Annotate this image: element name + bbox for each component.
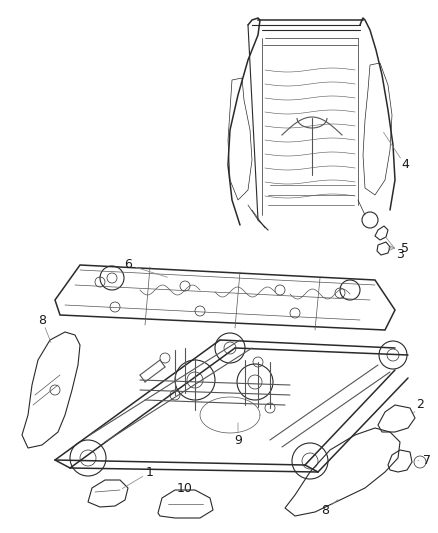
Text: 8: 8 [38, 313, 46, 327]
Text: 5: 5 [401, 241, 409, 254]
Text: 4: 4 [401, 158, 409, 172]
Text: 10: 10 [177, 481, 193, 495]
Text: 1: 1 [146, 465, 154, 479]
Text: 9: 9 [234, 433, 242, 447]
Text: 7: 7 [423, 454, 431, 466]
Text: 6: 6 [124, 259, 132, 271]
Text: 8: 8 [321, 504, 329, 516]
Text: 3: 3 [396, 248, 404, 262]
Text: 2: 2 [416, 399, 424, 411]
